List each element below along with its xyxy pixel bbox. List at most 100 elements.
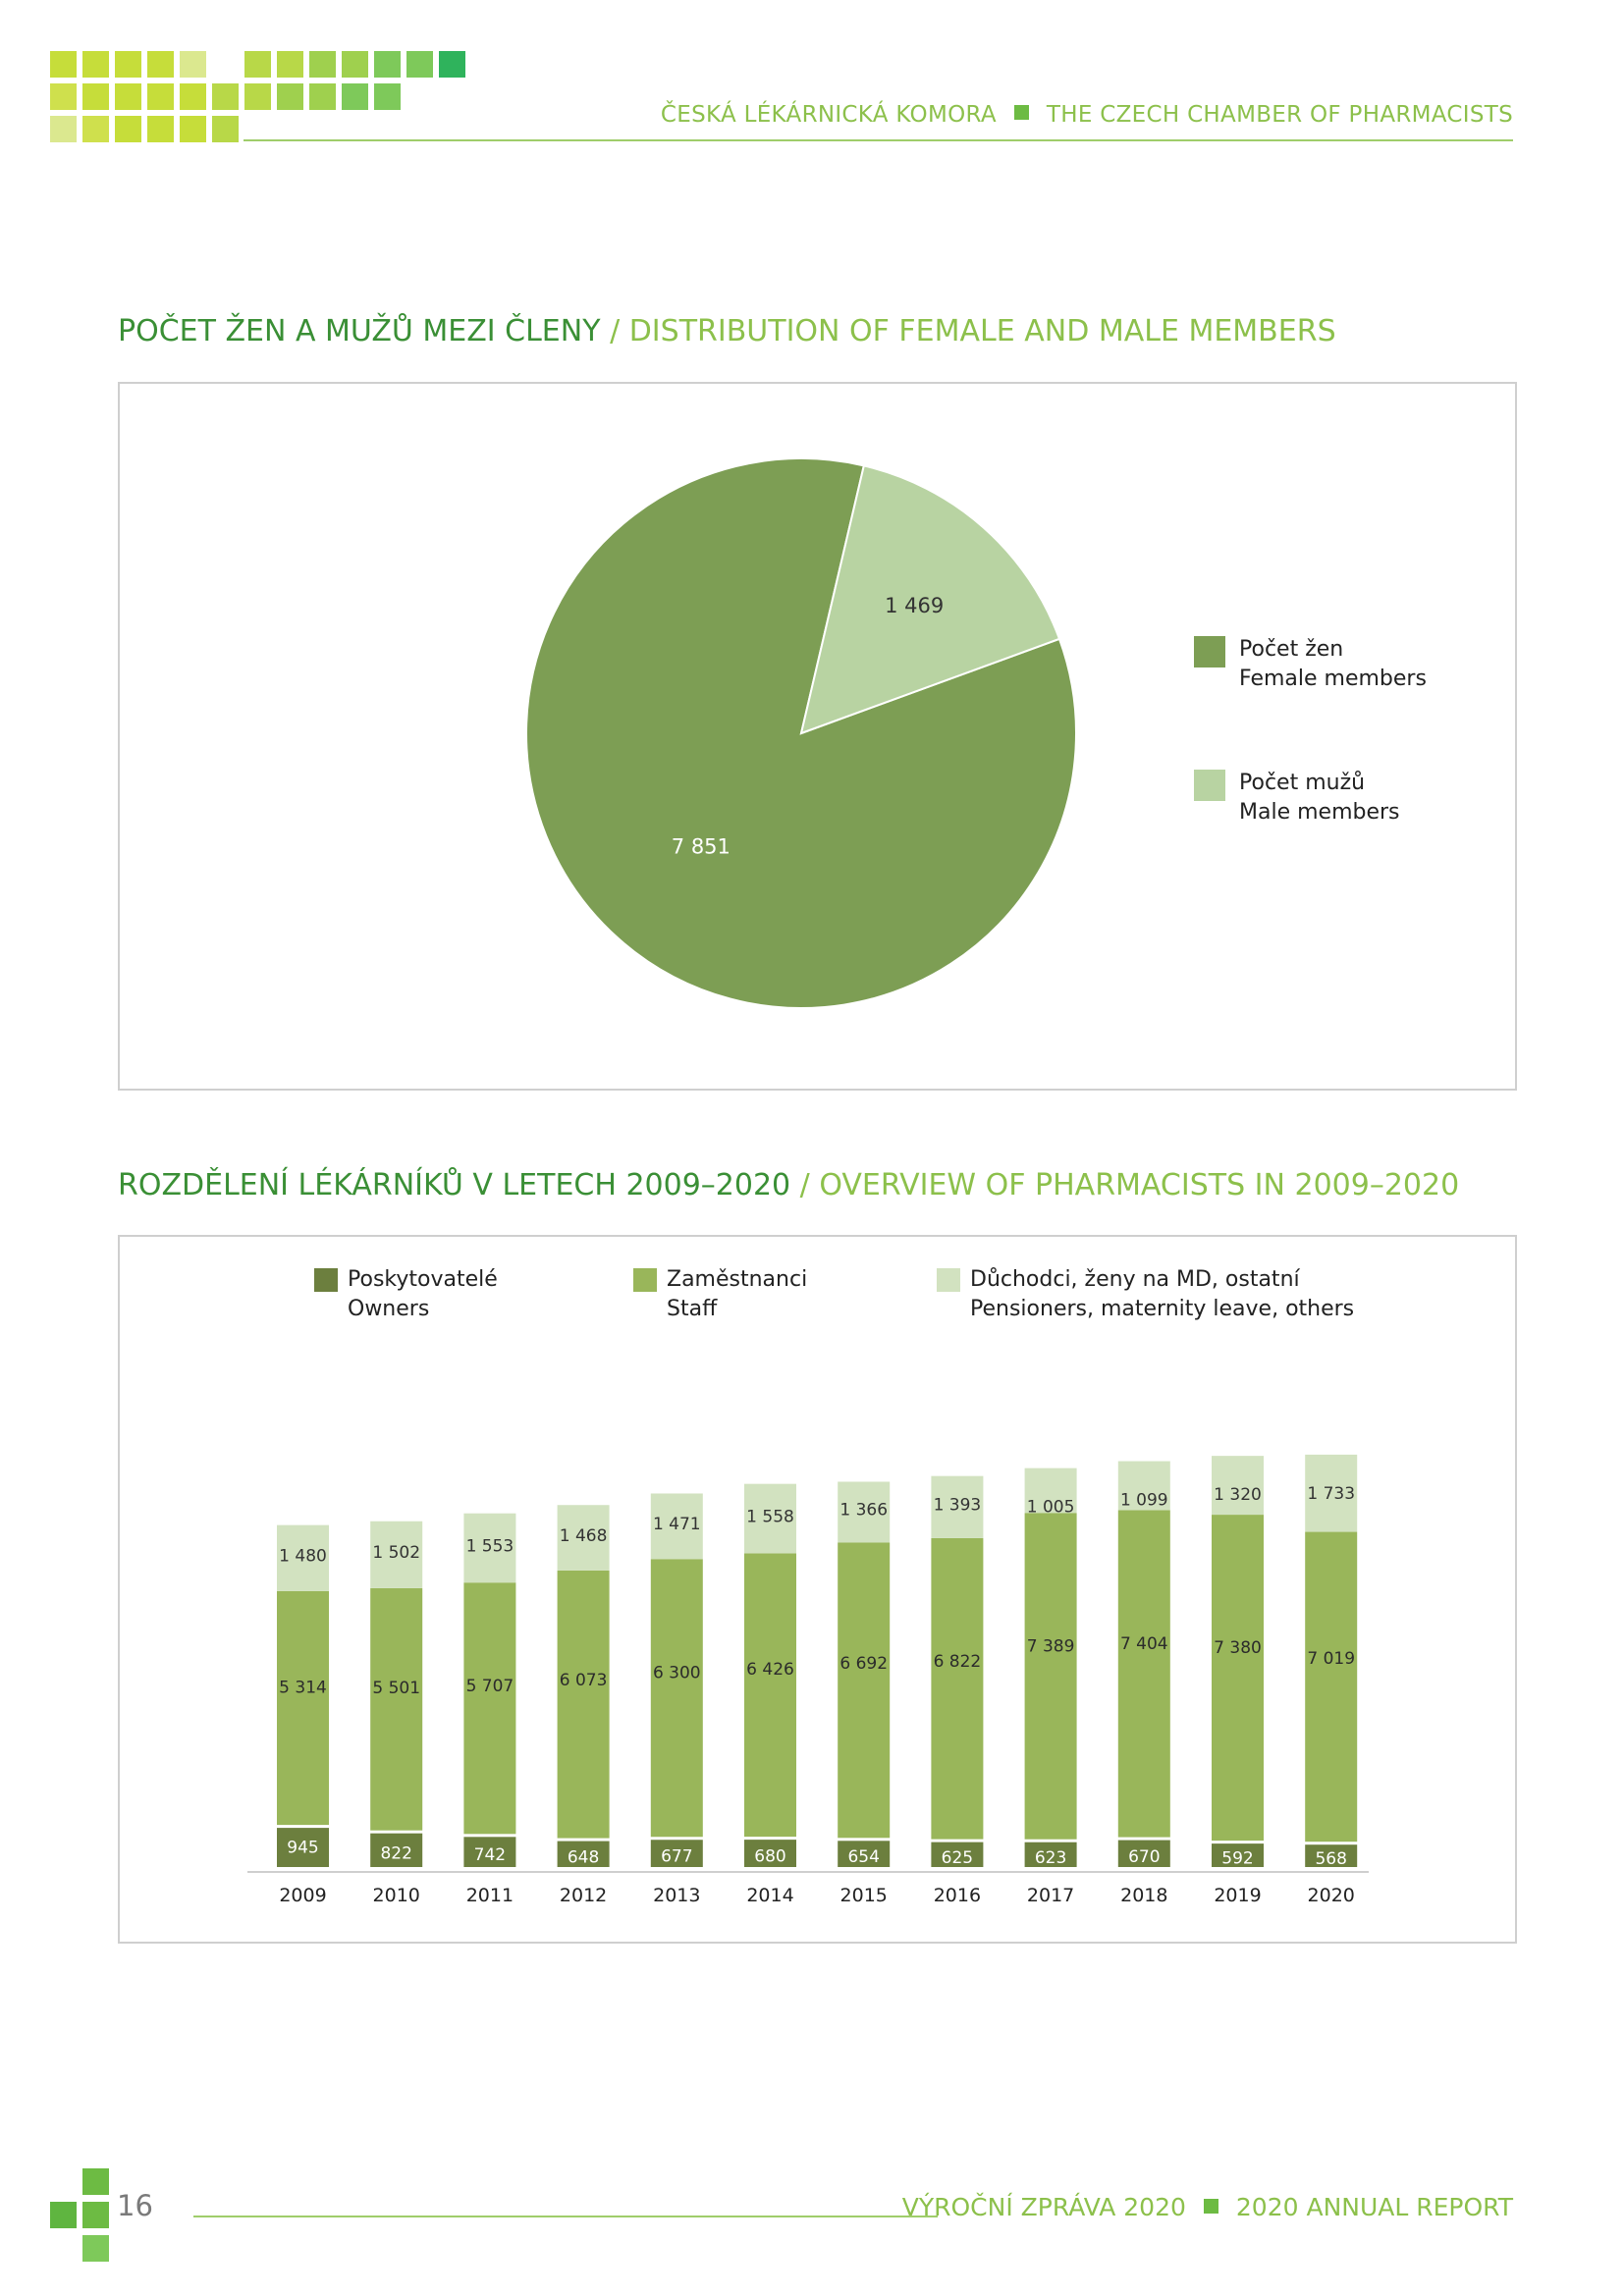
- bar-label-staff-2010: 5 501: [372, 1679, 420, 1698]
- x-tick-label-2015: 2015: [840, 1885, 888, 1906]
- bar-label-staff-2020: 7 019: [1307, 1649, 1355, 1669]
- bar-staff-2009: [277, 1590, 329, 1826]
- bar-others-2015: [838, 1481, 891, 1543]
- logo-tile: [180, 51, 206, 78]
- x-tick-label-2014: 2014: [746, 1885, 793, 1906]
- bar-staff-2015: [838, 1542, 891, 1839]
- bar-label-staff-2015: 6 692: [839, 1654, 888, 1674]
- bar-label-staff-2012: 6 073: [560, 1671, 608, 1690]
- legend-label-others-en: Pensioners, maternity leave, others: [970, 1297, 1354, 1321]
- logo-tile: [180, 116, 206, 142]
- bar-owners-2014: [744, 1840, 796, 1867]
- bar-label-others-2019: 1 320: [1214, 1485, 1262, 1505]
- bar-label-owners-2010: 822: [380, 1843, 411, 1863]
- logo-tile: [82, 2202, 109, 2228]
- legend-swatch-owners: [314, 1268, 338, 1292]
- bar-label-owners-2015: 654: [847, 1847, 879, 1867]
- bar-chart-title: ROZDĚLENÍ LÉKÁRNÍKŮ V LETECH 2009–2020 /…: [118, 1168, 1459, 1202]
- logo-tile: [439, 51, 465, 78]
- pie-label-female: 7 851: [672, 834, 731, 858]
- separator-square-icon: [1203, 2199, 1218, 2214]
- legend-label-owners-cz: Poskytovatelé: [348, 1267, 498, 1292]
- x-tick-label-2012: 2012: [560, 1885, 607, 1906]
- footer-divider: [193, 2216, 938, 2217]
- pie-slice-male: [799, 464, 1061, 735]
- bar-label-others-2017: 1 005: [1027, 1498, 1075, 1518]
- bar-label-staff-2019: 7 380: [1214, 1638, 1262, 1658]
- logo-tile: [50, 2202, 77, 2228]
- bar-owners-2010: [370, 1833, 423, 1867]
- bar-label-others-2016: 1 393: [934, 1495, 982, 1515]
- logo-tile: [374, 83, 401, 110]
- bar-staff-2013: [650, 1559, 703, 1838]
- bar-label-others-2011: 1 553: [466, 1536, 514, 1556]
- bar-others-2010: [370, 1521, 423, 1588]
- legend-label-female-en: Female members: [1239, 667, 1427, 691]
- page-number: 16: [117, 2189, 153, 2222]
- bar-staff-2016: [931, 1537, 984, 1840]
- bar-staff-2019: [1212, 1515, 1264, 1842]
- logo-tile: [180, 83, 206, 110]
- x-tick-label-2018: 2018: [1120, 1885, 1167, 1906]
- x-tick-label-2010: 2010: [373, 1885, 420, 1906]
- bar-owners-2012: [557, 1841, 610, 1867]
- legend-swatch-staff: [633, 1268, 657, 1292]
- x-tick-label-2019: 2019: [1214, 1885, 1261, 1906]
- bar-label-staff-2013: 6 300: [653, 1664, 701, 1683]
- legend-label-owners-en: Owners: [348, 1297, 429, 1321]
- bar-others-2019: [1212, 1456, 1264, 1516]
- header-publisher-cz: ČESKÁ LÉKÁRNICKÁ KOMORA: [660, 102, 997, 128]
- bar-label-owners-2012: 648: [568, 1847, 599, 1867]
- bar-label-owners-2020: 568: [1315, 1849, 1346, 1869]
- logo-tile: [244, 83, 271, 110]
- pie-label-male: 1 469: [885, 594, 944, 617]
- bar-staff-2014: [744, 1553, 796, 1838]
- bar-staff-2012: [557, 1570, 610, 1839]
- bar-others-2009: [277, 1524, 329, 1591]
- logo-tile: [82, 83, 109, 110]
- bar-owners-2015: [838, 1841, 891, 1867]
- legend-label-male-en: Male members: [1239, 800, 1400, 825]
- logo-tile: [147, 116, 174, 142]
- header-publisher: ČESKÁ LÉKÁRNICKÁ KOMORA THE CZECH CHAMBER…: [661, 102, 1513, 128]
- logo-tile: [342, 51, 368, 78]
- logo-tile: [212, 116, 239, 142]
- bar-label-staff-2014: 6 426: [746, 1660, 794, 1680]
- bar-others-2016: [931, 1475, 984, 1538]
- x-tick-label-2016: 2016: [934, 1885, 981, 1906]
- footer-report-title: VÝROČNÍ ZPRÁVA 2020 2020 ANNUAL REPORT: [902, 2193, 1513, 2221]
- legend-label-female-cz: Počet žen: [1239, 637, 1343, 662]
- bar-others-2017: [1024, 1468, 1077, 1514]
- logo-tile: [309, 83, 336, 110]
- legend-swatch-female: [1194, 636, 1225, 667]
- bar-others-2014: [744, 1483, 796, 1554]
- header-publisher-en: THE CZECH CHAMBER OF PHARMACISTS: [1046, 102, 1513, 128]
- bar-others-2011: [463, 1513, 516, 1583]
- bar-label-owners-2011: 742: [474, 1845, 506, 1865]
- bar-staff-2017: [1024, 1513, 1077, 1840]
- header-divider: [244, 139, 1513, 141]
- bar-title-en: / OVERVIEW OF PHARMACISTS IN 2009–2020: [790, 1168, 1460, 1202]
- logo-tile: [82, 51, 109, 78]
- bar-label-staff-2017: 7 389: [1027, 1636, 1075, 1656]
- logo-tile: [82, 2168, 109, 2195]
- bar-label-staff-2016: 6 822: [934, 1652, 982, 1672]
- logo-tile: [309, 51, 336, 78]
- bar-label-staff-2018: 7 404: [1120, 1634, 1168, 1654]
- logo-tile: [277, 83, 303, 110]
- legend-label-others-cz: Důchodci, ženy na MD, ostatní: [970, 1267, 1301, 1292]
- bar-owners-2018: [1117, 1840, 1170, 1867]
- bar-owners-2020: [1305, 1844, 1358, 1867]
- bar-chart-panel: 945 5 314 1 480 2009 822 5 501 1 502 2010 742 5 7…: [118, 1235, 1517, 1944]
- bar-staff-2020: [1305, 1531, 1358, 1842]
- bar-label-owners-2018: 670: [1128, 1847, 1160, 1867]
- legend-label-male-cz: Počet mužů: [1239, 771, 1365, 795]
- x-tick-label-2009: 2009: [279, 1885, 326, 1906]
- x-tick-label-2020: 2020: [1308, 1885, 1355, 1906]
- bar-owners-2013: [650, 1840, 703, 1867]
- legend-label-staff-en: Staff: [667, 1297, 718, 1321]
- bar-others-2020: [1305, 1454, 1358, 1532]
- bar-label-owners-2009: 945: [287, 1839, 318, 1858]
- bar-staff-2011: [463, 1582, 516, 1835]
- bar-label-others-2010: 1 502: [372, 1543, 420, 1563]
